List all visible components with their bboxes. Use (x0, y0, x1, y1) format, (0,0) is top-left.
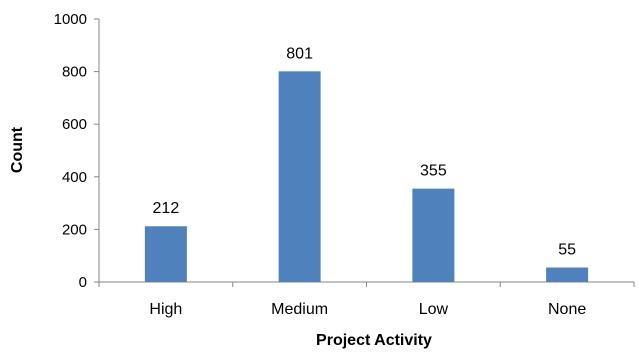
y-axis: 0 200 400 600 800 1000 (54, 11, 100, 291)
x-axis-title: Project Activity (316, 332, 432, 349)
y-tick-label: 400 (62, 169, 87, 186)
bars (144, 71, 589, 282)
y-axis-title: Count (9, 126, 26, 173)
bar-none (546, 267, 589, 282)
y-tick-label: 800 (62, 64, 87, 81)
data-label: 355 (420, 163, 447, 180)
y-tick-label: 0 (79, 274, 87, 291)
bar-high (144, 226, 187, 282)
bar-medium (278, 71, 321, 282)
data-labels: 212 801 355 55 (153, 45, 577, 258)
y-tick-label: 600 (62, 116, 87, 133)
y-tick-label: 200 (62, 221, 87, 238)
y-tick-label: 1000 (54, 11, 87, 28)
x-tick-label: Low (419, 301, 449, 318)
x-tick-label: None (548, 301, 586, 318)
data-label: 212 (153, 200, 180, 217)
x-tick-label: Medium (271, 301, 328, 318)
x-tick-label: High (149, 301, 182, 318)
x-axis: High Medium Low None (98, 281, 635, 318)
data-label: 801 (286, 45, 313, 62)
bar-low (412, 188, 455, 282)
data-label: 55 (558, 242, 576, 259)
